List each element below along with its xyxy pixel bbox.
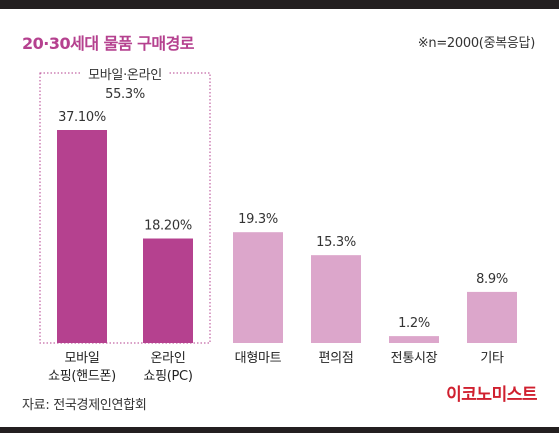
category-label-0: 모바일 <box>65 351 100 366</box>
sample-note: ※n=2000(중복응답) <box>417 36 536 51</box>
category-label-4: 전통시장 <box>391 351 438 366</box>
bar-3 <box>311 255 361 343</box>
source-note: 자료: 전국경제인연합회 <box>22 398 147 413</box>
value-label-1: 18.20% <box>144 219 192 234</box>
category-label-1: 온라인 <box>151 351 186 366</box>
value-label-0: 37.10% <box>58 110 106 125</box>
value-label-2: 19.3% <box>238 212 278 227</box>
group-label-bg <box>82 66 168 82</box>
bar-4 <box>389 336 439 343</box>
category-label-0-line2: 쇼핑(핸드폰) <box>48 368 116 384</box>
bar-0 <box>57 130 107 343</box>
category-label-5: 기타 <box>480 351 504 366</box>
group-label: 모바일·온라인 <box>88 68 162 83</box>
chart-title: 20·30세대 물품 구매경로 <box>22 34 195 53</box>
category-label-2: 대형마트 <box>235 351 282 366</box>
publisher-logo: 이코노미스트 <box>446 385 537 405</box>
top-bar <box>0 0 559 9</box>
category-label-1-line2: 쇼핑(PC) <box>143 369 192 384</box>
bar-5 <box>467 291 517 343</box>
group-value-label: 55.3% <box>105 87 145 102</box>
bottom-bar <box>0 427 559 433</box>
bar-2 <box>233 232 283 343</box>
value-label-5: 8.9% <box>476 272 508 287</box>
bar-1 <box>143 238 193 343</box>
value-label-4: 1.2% <box>398 316 430 331</box>
category-label-3: 편의점 <box>319 351 354 366</box>
value-label-3: 15.3% <box>316 235 356 250</box>
